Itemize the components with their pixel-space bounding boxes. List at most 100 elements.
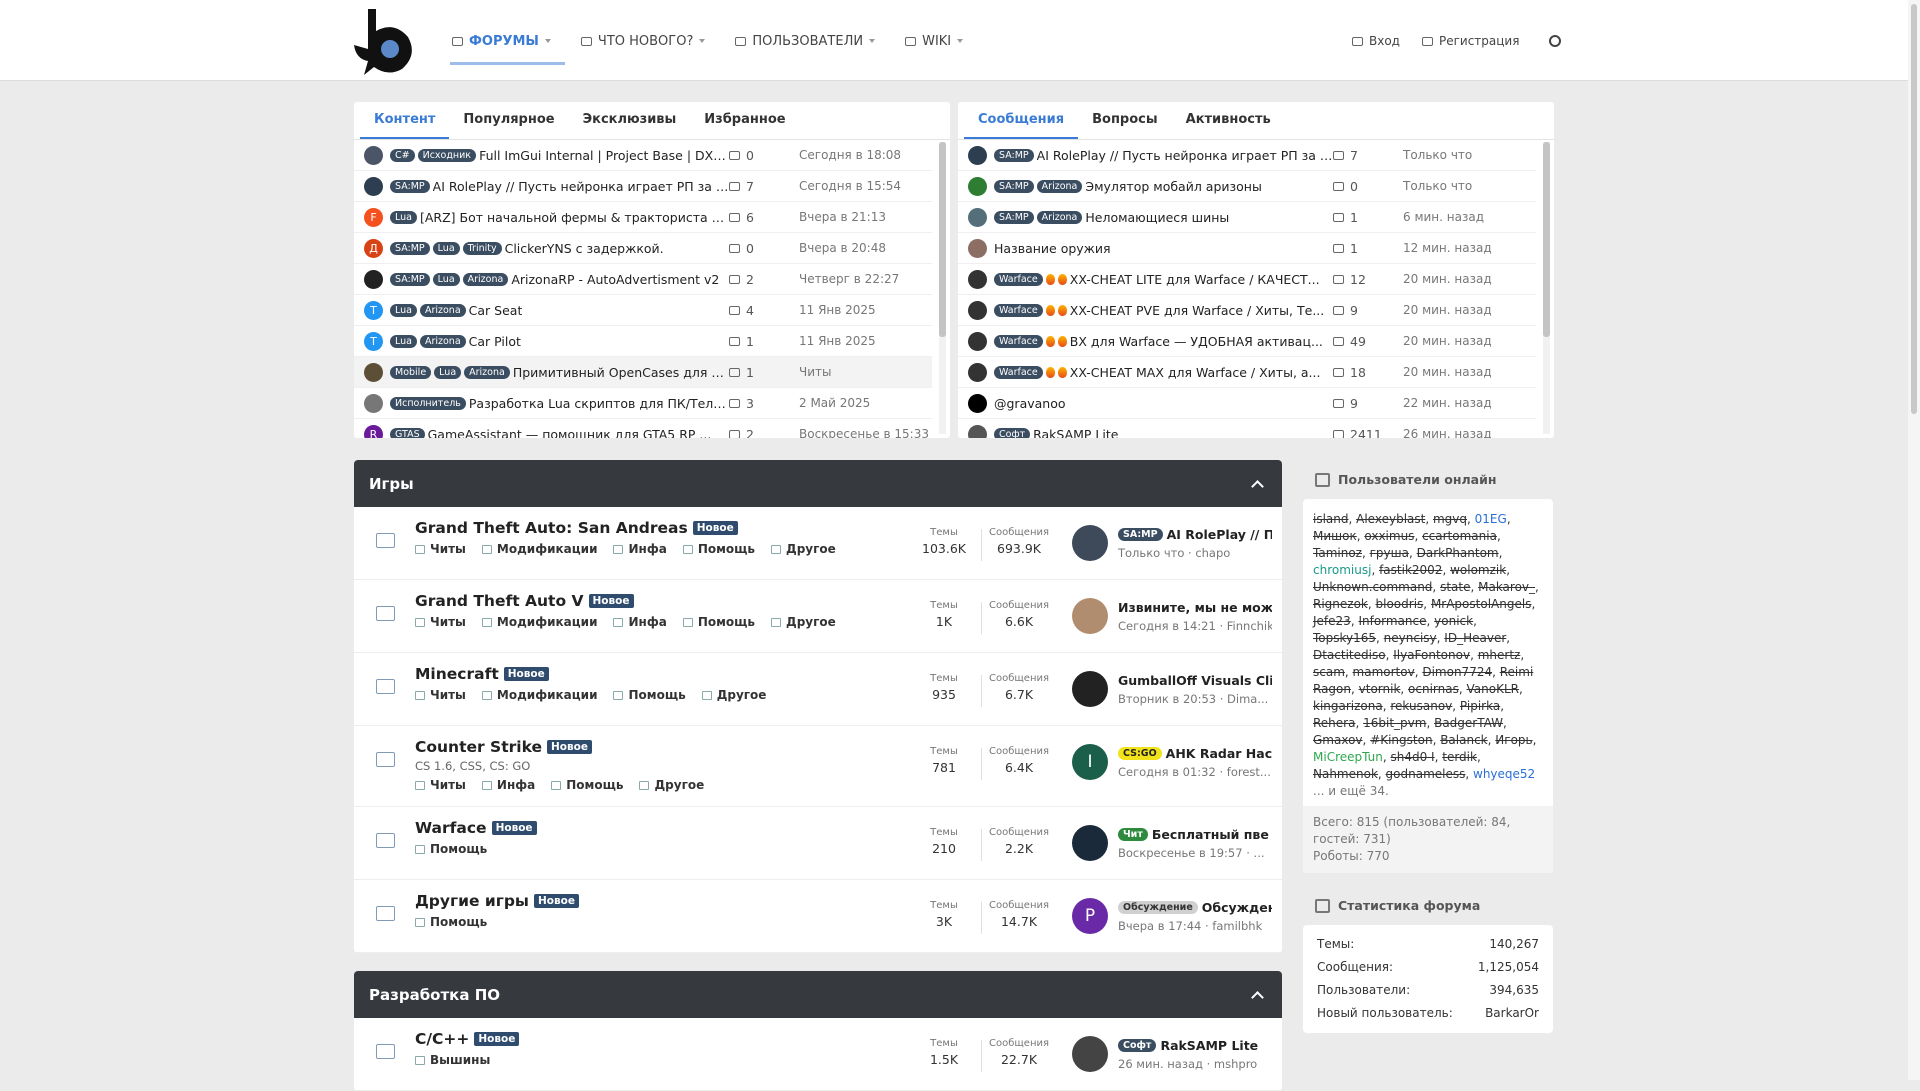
user-link[interactable]: rekusanov xyxy=(1390,699,1453,713)
avatar[interactable] xyxy=(968,145,987,165)
avatar[interactable]: Д xyxy=(364,238,383,258)
prefix-tag[interactable]: Софт xyxy=(1118,1038,1157,1052)
nav-item[interactable]: WIKI xyxy=(905,31,964,51)
prefix-tag[interactable]: Arizona xyxy=(1036,179,1083,193)
prefix-tag[interactable]: Исполнитель xyxy=(390,396,466,410)
nav-item[interactable]: ФОРУМЫ xyxy=(450,31,565,65)
prefix-tag[interactable]: Lua xyxy=(432,241,460,255)
subforum-link[interactable]: Модификации xyxy=(482,542,598,556)
avatar[interactable] xyxy=(968,393,987,413)
user-link[interactable]: Dimon7724 xyxy=(1422,665,1493,679)
thread-row[interactable]: Софт RakSAMP Lite 2411 26 мин. назад xyxy=(958,419,1536,438)
user-link[interactable]: ID_Heaver xyxy=(1444,631,1507,645)
forum-name[interactable]: C/C++ xyxy=(415,1030,470,1048)
subforum-link[interactable]: Помощь xyxy=(683,615,755,629)
title-text[interactable]: AI RolePlay // Пусть нейронка играет РП … xyxy=(432,178,729,194)
forum-name[interactable]: Minecraft xyxy=(415,665,499,683)
title-text[interactable]: [ARZ] Бот начальной фермы & тракториста … xyxy=(419,209,729,225)
subforum-link[interactable]: Помощь xyxy=(551,778,623,792)
user-link[interactable]: yonick xyxy=(1434,614,1474,628)
user-link[interactable]: MiCreepTun xyxy=(1313,750,1383,764)
avatar[interactable] xyxy=(1072,825,1108,861)
user-link[interactable]: DarkPhantom xyxy=(1416,546,1499,560)
user-link[interactable]: neyncisy xyxy=(1383,631,1437,645)
user-link[interactable]: sh4d0 I xyxy=(1390,750,1435,764)
user-link[interactable]: Taminoz xyxy=(1313,546,1362,560)
forum-name[interactable]: Counter Strike xyxy=(415,738,542,756)
forum-name[interactable]: Grand Theft Auto: San Andreas xyxy=(415,519,688,537)
user-link[interactable]: state xyxy=(1440,580,1471,594)
user-link[interactable]: ocnirnas xyxy=(1408,682,1459,696)
subforum-link[interactable]: Читы xyxy=(415,688,466,702)
user-link[interactable]: #Kingston xyxy=(1370,733,1433,747)
prefix-tag[interactable]: Warface xyxy=(994,303,1043,317)
avatar[interactable] xyxy=(364,362,383,382)
thread-row[interactable]: Д SA:MP Lua Trinity ClickerYNS с задержкой. 0… xyxy=(354,233,932,264)
section-header[interactable]: Разработка ПО xyxy=(354,971,1282,1018)
user-link[interactable]: whyeqe52 xyxy=(1473,767,1536,781)
avatar[interactable] xyxy=(364,269,383,289)
collapse-icon[interactable] xyxy=(1251,990,1264,1004)
prefix-tag[interactable]: C# xyxy=(390,148,415,162)
user-link[interactable]: Balanck xyxy=(1440,733,1488,747)
avatar[interactable] xyxy=(364,145,383,165)
prefix-tag[interactable]: SA:MP xyxy=(994,148,1034,162)
thread-row[interactable]: Mobile Lua Arizona Примитивный OpenCases дл… xyxy=(354,357,932,388)
nav-item[interactable]: ПОЛЬЗОВАТЕЛИ xyxy=(735,31,876,51)
avatar[interactable] xyxy=(1072,1036,1108,1072)
user-link[interactable]: Rignezok xyxy=(1313,597,1368,611)
subforum-link[interactable]: Вышины xyxy=(415,1053,490,1067)
panel-scrollbar[interactable] xyxy=(1543,142,1550,434)
title-text[interactable]: @gravanoo xyxy=(994,395,1066,411)
user-link[interactable]: MrApostolAngels xyxy=(1430,597,1532,611)
register-link[interactable]: Регистрация xyxy=(1421,31,1519,51)
user-link[interactable]: 16bit_pvm xyxy=(1363,716,1427,730)
user-link[interactable]: BadgerTAW xyxy=(1434,716,1504,730)
thread-row[interactable]: R GTAS GameAssistant — помощник для GTA5 R… xyxy=(354,419,932,438)
title-text[interactable]: AI RolePlay // Пусть нейронка играет РП … xyxy=(1036,147,1333,163)
user-link[interactable]: mamortov xyxy=(1352,665,1415,679)
prefix-tag[interactable]: Arizona xyxy=(419,303,466,317)
thread-row[interactable]: Warface BX для Warface — УДОБНАЯ активац.… xyxy=(958,326,1536,357)
title-text[interactable]: Car Seat xyxy=(468,302,523,318)
tab[interactable]: Контент xyxy=(360,102,450,139)
thread-row[interactable]: Warface XX-CHEAT MAX для Warface / Хиты, … xyxy=(958,357,1536,388)
subforum-link[interactable]: Другое xyxy=(771,615,836,629)
subforum-link[interactable]: Другое xyxy=(702,688,767,702)
last-post-link[interactable]: AHK Radar Hack ... xyxy=(1165,745,1272,761)
user-link[interactable]: Мишок xyxy=(1313,529,1357,543)
user-link[interactable]: Reimi Ragon xyxy=(1313,665,1534,696)
forum-name[interactable]: Другие игры xyxy=(415,892,529,910)
avatar[interactable] xyxy=(1072,525,1108,561)
avatar[interactable]: F xyxy=(364,207,383,227)
thread-row[interactable]: T Lua Arizona Car Pilot 1 11 Янв 2025 xyxy=(354,326,932,357)
prefix-tag[interactable]: SA:MP xyxy=(390,241,430,255)
forum-name[interactable]: Warface xyxy=(415,819,487,837)
last-post-link[interactable]: GumballOff Visuals Clien... xyxy=(1118,672,1272,688)
user-link[interactable]: Jefe23 xyxy=(1313,614,1351,628)
prefix-tag[interactable]: SA:MP xyxy=(994,210,1034,224)
subforum-link[interactable]: Инфа xyxy=(613,542,666,556)
user-link[interactable]: Unknown.command xyxy=(1313,580,1433,594)
title-text[interactable]: Эмулятор мобайл аризоны xyxy=(1085,178,1262,194)
user-link[interactable]: Rehera xyxy=(1313,716,1356,730)
user-link[interactable]: Informance xyxy=(1358,614,1427,628)
logo[interactable] xyxy=(354,5,424,77)
thread-row[interactable]: @gravanoo 9 22 мин. назад xyxy=(958,388,1536,419)
prefix-tag[interactable]: Lua xyxy=(390,210,417,224)
avatar[interactable] xyxy=(364,176,383,196)
forum-name[interactable]: Grand Theft Auto V xyxy=(415,592,584,610)
prefix-tag[interactable]: SA:MP xyxy=(390,179,430,193)
thread-row[interactable]: SA:MP Arizona Неломающиеся шины 1 6 мин. наз… xyxy=(958,202,1536,233)
thread-row[interactable]: SA:MP Arizona Эмулятор мобайл аризоны 0 Толь… xyxy=(958,171,1536,202)
last-post-link[interactable]: RakSAMP Lite xyxy=(1160,1037,1259,1053)
prefix-tag[interactable]: CS:GO xyxy=(1118,746,1162,760)
title-text[interactable]: XX-CHEAT MAX для Warface / Хиты, а... xyxy=(1069,364,1321,380)
user-link[interactable]: Игорь xyxy=(1495,733,1533,747)
prefix-tag[interactable]: Trinity xyxy=(462,241,502,255)
last-post-link[interactable]: Извините, мы не може... xyxy=(1118,599,1272,615)
avatar[interactable]: I xyxy=(1072,744,1108,780)
prefix-tag[interactable]: Lua xyxy=(432,272,460,286)
user-link[interactable]: Nahmenok xyxy=(1313,767,1378,781)
prefix-tag[interactable]: Arizona xyxy=(462,272,509,286)
